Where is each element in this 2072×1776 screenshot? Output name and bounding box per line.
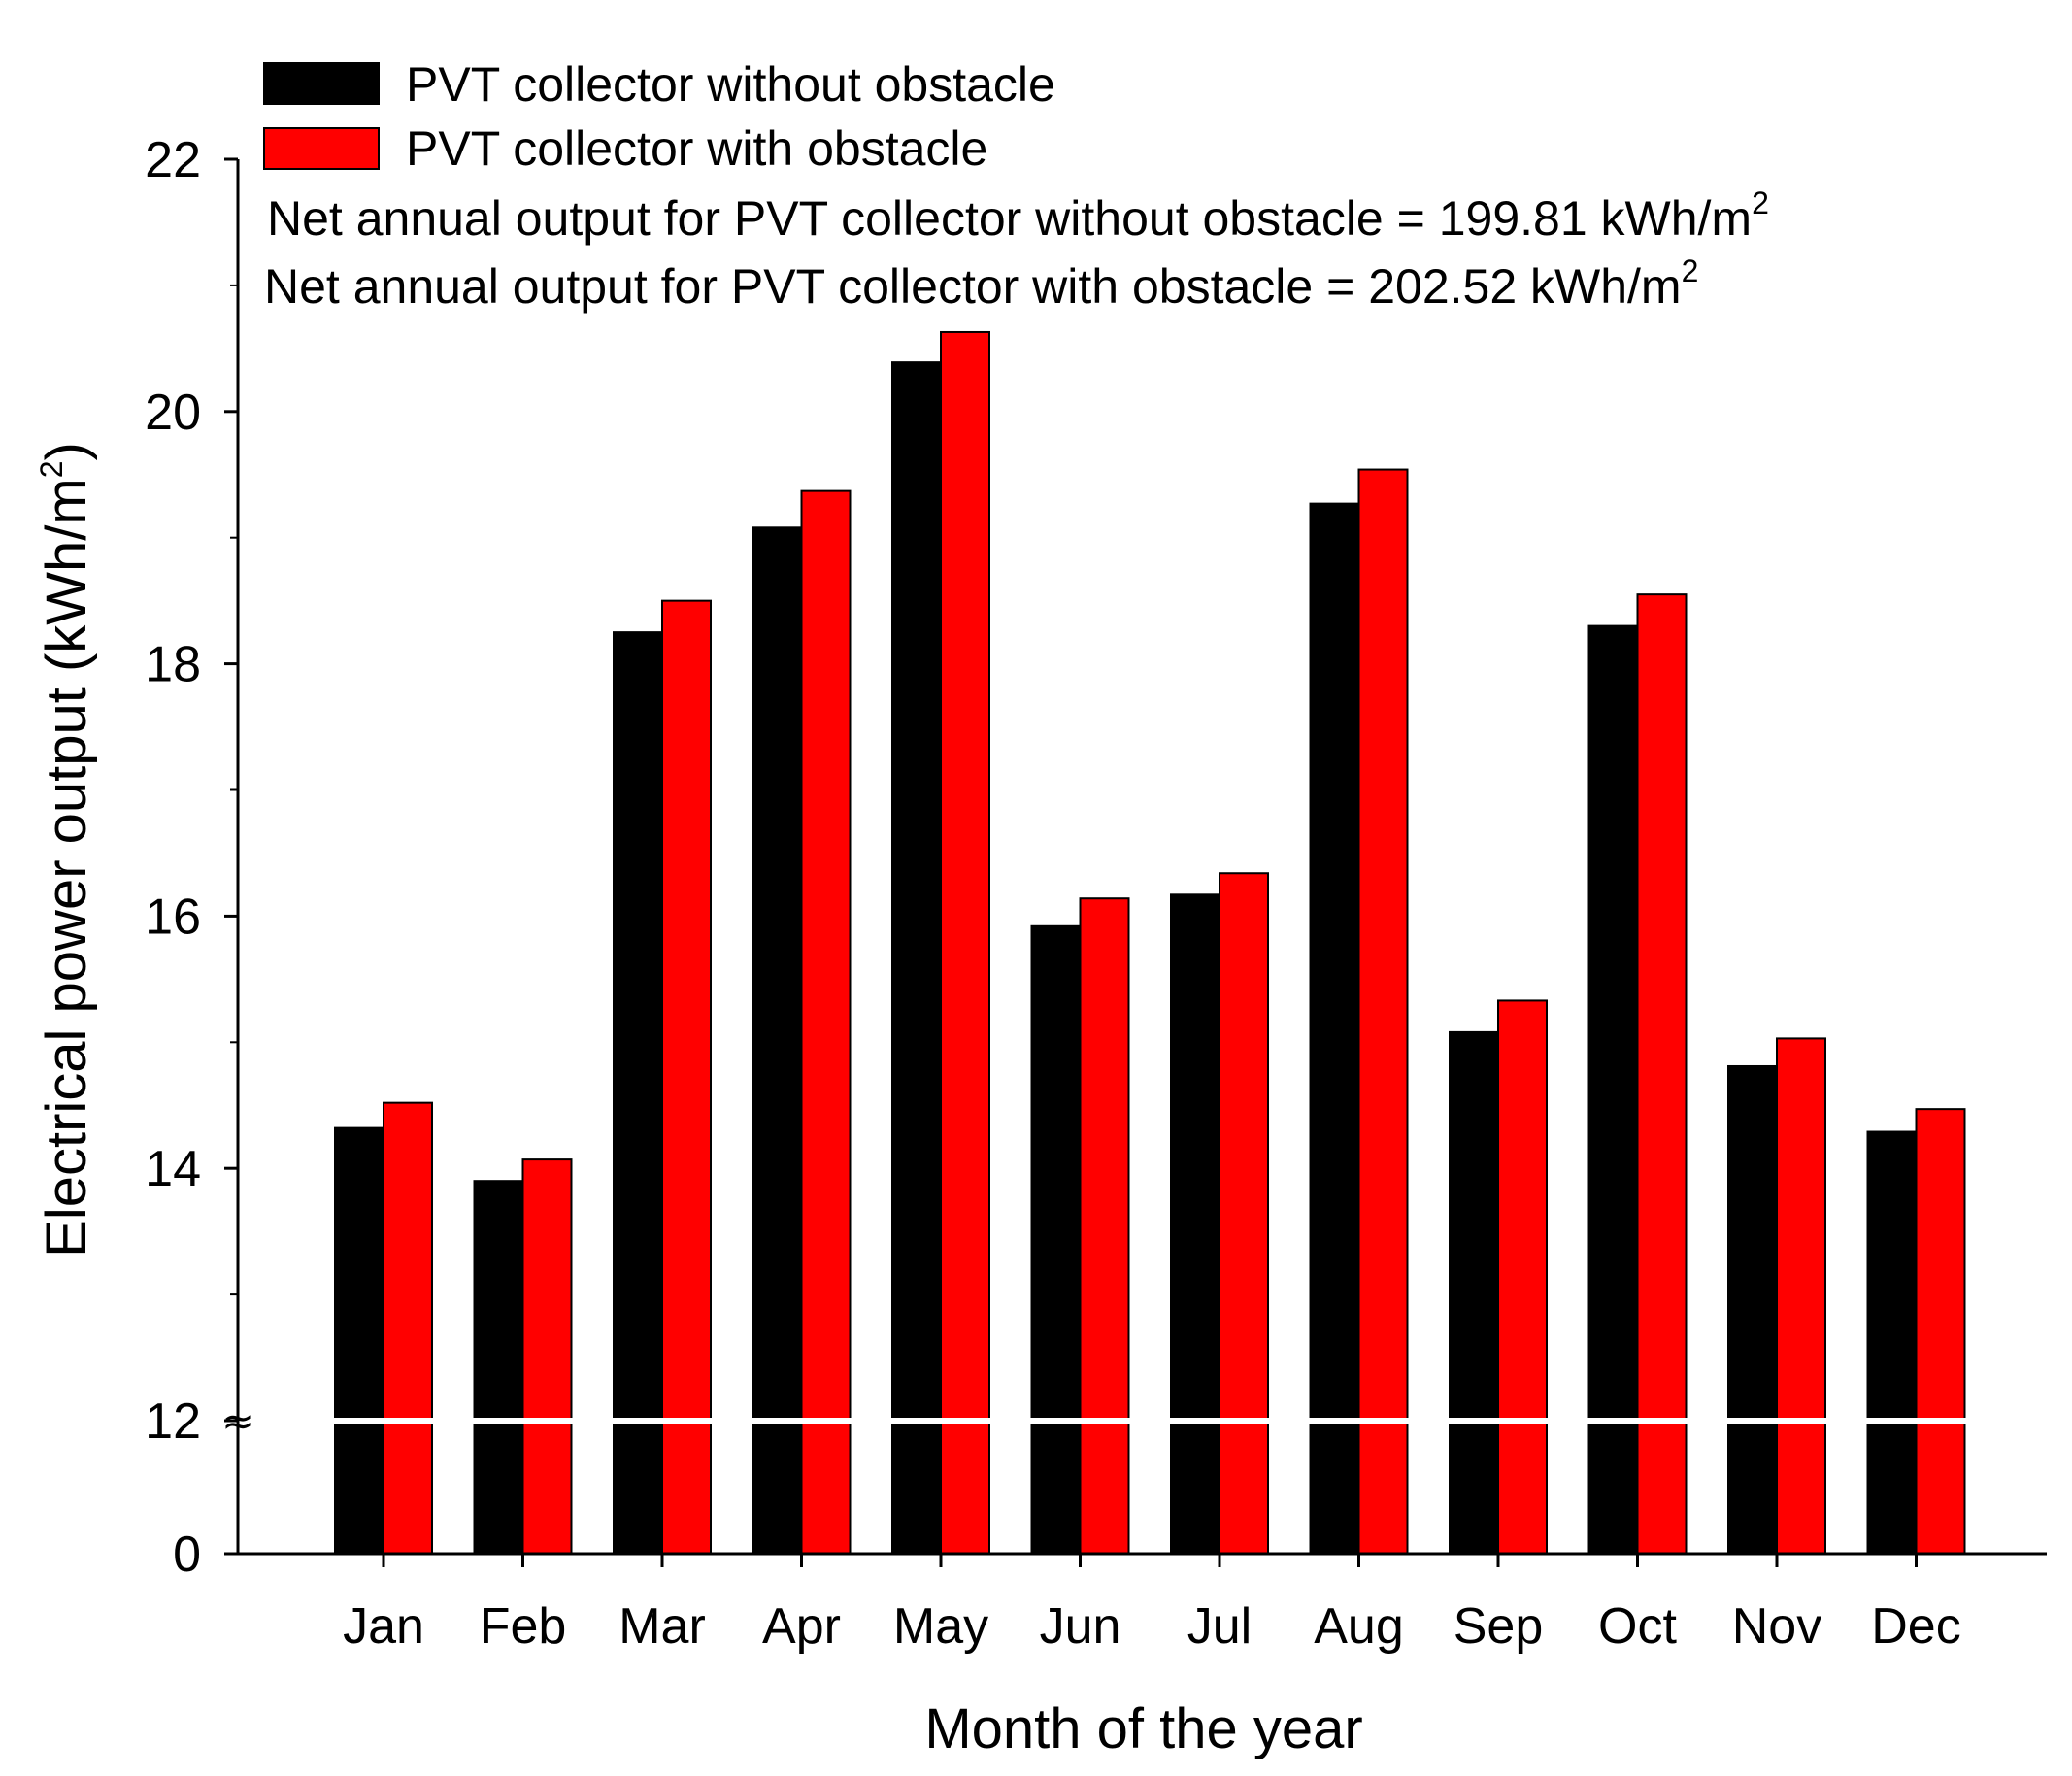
bar-with-obstacle-may — [940, 330, 990, 1555]
bar-with-obstacle-oct — [1636, 593, 1688, 1555]
legend-label-without-obstacle: PVT collector without obstacle — [406, 57, 1055, 112]
annotations: Net annual output for PVT collector with… — [264, 185, 1769, 314]
y-tick-label-12: 12 — [145, 1393, 201, 1450]
legend-label-with-obstacle: PVT collector with obstacle — [406, 121, 987, 176]
x-tick-label-jul: Jul — [1187, 1598, 1252, 1655]
y-tick-label-20: 20 — [145, 385, 201, 441]
bar-with-obstacle-nov — [1776, 1037, 1826, 1555]
x-tick-label-jun: Jun — [1040, 1598, 1121, 1655]
y-axis-title: Electrical power output (kWh/m2) — [34, 442, 98, 1257]
annotation-with-obstacle-text: Net annual output for PVT collector with… — [264, 259, 1682, 314]
y-tick-label-14: 14 — [145, 1141, 201, 1197]
legend: PVT collector without obstacle PVT colle… — [263, 57, 1055, 176]
bar-with-obstacle-sep — [1497, 999, 1548, 1555]
bar-without-obstacle-aug — [1309, 502, 1360, 1556]
bar-without-obstacle-oct — [1587, 624, 1639, 1555]
bar-with-obstacle-jun — [1079, 897, 1130, 1555]
y-axis-break-symbol: ≈ — [221, 1399, 254, 1444]
y-tick-label-18: 18 — [145, 637, 201, 693]
bars — [333, 330, 1967, 1556]
annotation-without-obstacle-sup: 2 — [1752, 185, 1769, 220]
bar-without-obstacle-jan — [334, 1126, 384, 1555]
x-tick-label-jan: Jan — [343, 1598, 424, 1655]
bar-without-obstacle-sep — [1449, 1030, 1499, 1555]
x-tick-label-feb: Feb — [480, 1598, 567, 1655]
bar-without-obstacle-jun — [1030, 924, 1082, 1555]
bar-without-obstacle-mar — [613, 631, 663, 1555]
x-tick-label-nov: Nov — [1732, 1598, 1821, 1655]
y-tick-label-22: 22 — [145, 132, 201, 188]
legend-swatch-without-obstacle — [263, 62, 380, 105]
x-tick-label-sep: Sep — [1454, 1598, 1544, 1655]
bar-with-obstacle-jul — [1219, 872, 1269, 1555]
annotation-without-obstacle: Net annual output for PVT collector with… — [267, 185, 1769, 246]
x-tick-label-mar: Mar — [618, 1598, 706, 1655]
bar-with-obstacle-dec — [1915, 1108, 1966, 1555]
bar-with-obstacle-jan — [383, 1101, 433, 1555]
bar-without-obstacle-may — [891, 361, 942, 1555]
bar-without-obstacle-apr — [752, 526, 803, 1555]
bar-with-obstacle-apr — [800, 489, 852, 1556]
annotation-with-obstacle: Net annual output for PVT collector with… — [264, 253, 1698, 314]
y-tick-label-0: 0 — [173, 1526, 201, 1583]
annotation-with-obstacle-sup: 2 — [1682, 253, 1699, 288]
bar-with-obstacle-feb — [521, 1158, 573, 1556]
x-axis-title: Month of the year — [924, 1697, 1362, 1760]
legend-swatch-with-obstacle — [263, 127, 380, 170]
bar-without-obstacle-jul — [1170, 893, 1220, 1555]
bar-without-obstacle-feb — [473, 1180, 524, 1555]
y-tick-label-16: 16 — [145, 888, 201, 945]
bar-without-obstacle-nov — [1727, 1064, 1778, 1555]
y-axis-title-end: ) — [35, 442, 98, 460]
x-tick-label-dec: Dec — [1871, 1598, 1960, 1655]
x-tick-label-aug: Aug — [1314, 1598, 1404, 1655]
y-axis-title-text: Electrical power output (kWh/m — [35, 478, 98, 1257]
bar-with-obstacle-aug — [1357, 468, 1409, 1556]
x-tick-label-may: May — [893, 1598, 988, 1655]
bar-without-obstacle-dec — [1866, 1130, 1918, 1556]
y-axis-title-sup: 2 — [34, 460, 69, 478]
annotation-without-obstacle-text: Net annual output for PVT collector with… — [267, 191, 1752, 246]
bar-with-obstacle-mar — [661, 599, 712, 1555]
x-tick-label-apr: Apr — [762, 1598, 841, 1655]
x-tick-label-oct: Oct — [1598, 1598, 1677, 1655]
